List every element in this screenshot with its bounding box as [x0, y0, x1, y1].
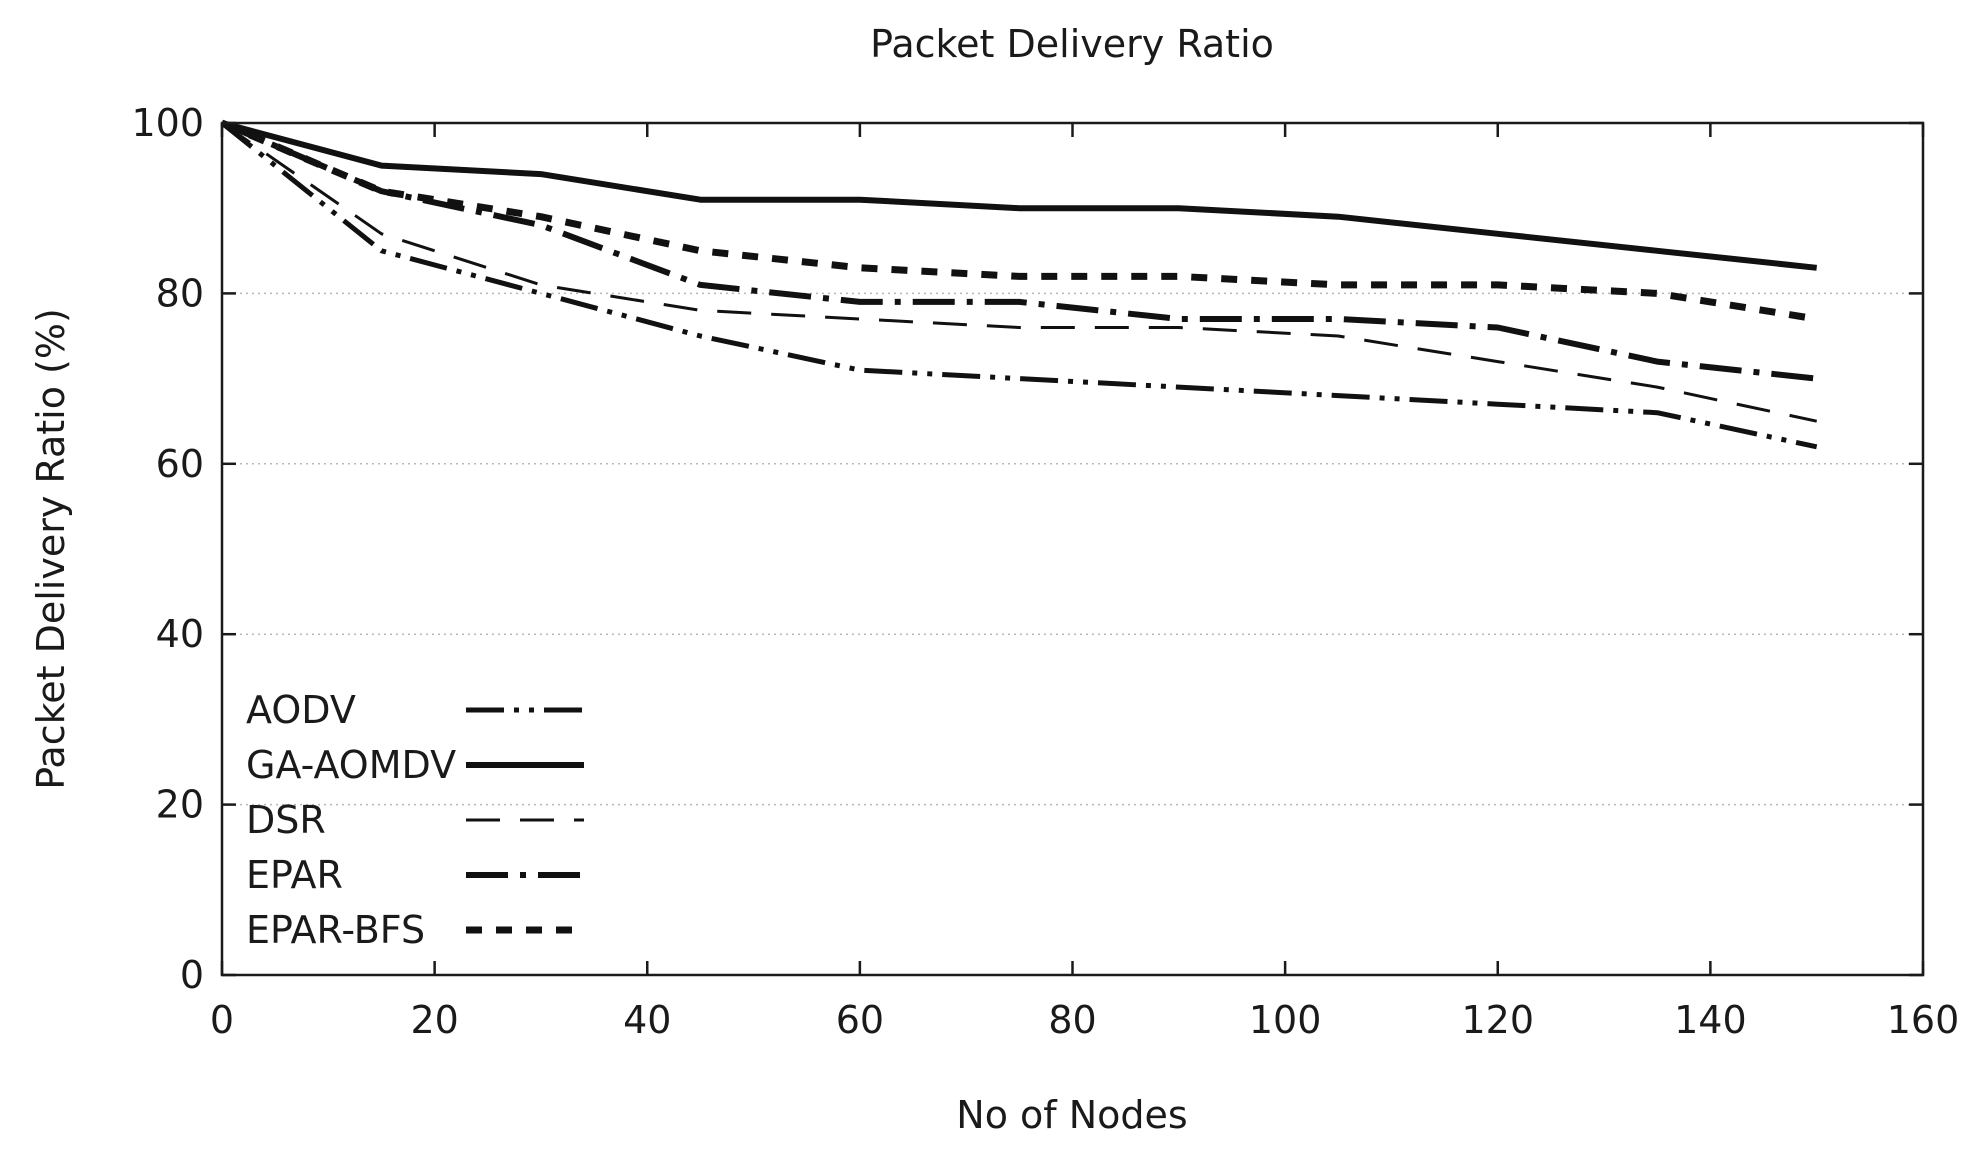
legend-label: EPAR: [246, 853, 343, 897]
series-line-dsr: [221, 121, 1818, 423]
y-tick-label: 80: [156, 271, 204, 315]
y-tick-label: 0: [180, 953, 204, 997]
legend-label: GA-AOMDV: [246, 743, 456, 787]
legend-label: DSR: [246, 798, 326, 842]
x-tick-label: 0: [210, 998, 234, 1042]
x-tick-label: 40: [623, 998, 671, 1042]
x-tick-label: 60: [836, 998, 884, 1042]
x-tick-label: 100: [1249, 998, 1322, 1042]
legend-item: EPAR-BFS: [246, 908, 584, 952]
legend-item: AODV: [246, 688, 584, 732]
series-line-aodv: [220, 121, 1818, 450]
x-tick-label: 140: [1674, 998, 1747, 1042]
legend-label: AODV: [246, 688, 356, 732]
y-tick-label: 60: [156, 442, 204, 486]
series-line-epar: [220, 120, 1818, 382]
y-tick-label: 40: [156, 612, 204, 656]
x-tick-label: 160: [1887, 998, 1960, 1042]
legend-label: EPAR-BFS: [246, 908, 425, 952]
y-tick-label: 100: [131, 101, 204, 145]
chart-title: Packet Delivery Ratio: [870, 22, 1274, 66]
x-axis-label: No of Nodes: [956, 1093, 1187, 1137]
series-line-ga-aomdv: [221, 120, 1818, 271]
y-axis-tick-labels: 0 20 40 60 80 100: [131, 101, 204, 997]
axis-ticks: [220, 121, 1925, 977]
x-tick-label: 120: [1461, 998, 1534, 1042]
grid-lines: [222, 292, 1923, 806]
y-tick-label: 20: [156, 783, 204, 827]
legend: AODV GA-AOMDV DSR EPAR EPAR-BFS: [246, 688, 584, 952]
series-line-epar-bfs: [220, 119, 1818, 323]
legend-item: EPAR: [246, 853, 584, 897]
x-tick-label: 20: [410, 998, 458, 1042]
x-tick-label: 80: [1048, 998, 1096, 1042]
x-axis-tick-labels: 0 20 40 60 80 100 120 140 160: [210, 998, 1959, 1042]
legend-item: DSR: [246, 798, 584, 842]
legend-item: GA-AOMDV: [246, 743, 584, 787]
y-axis-label: Packet Delivery Ratio (%): [29, 308, 73, 790]
series-layer: [220, 119, 1818, 450]
